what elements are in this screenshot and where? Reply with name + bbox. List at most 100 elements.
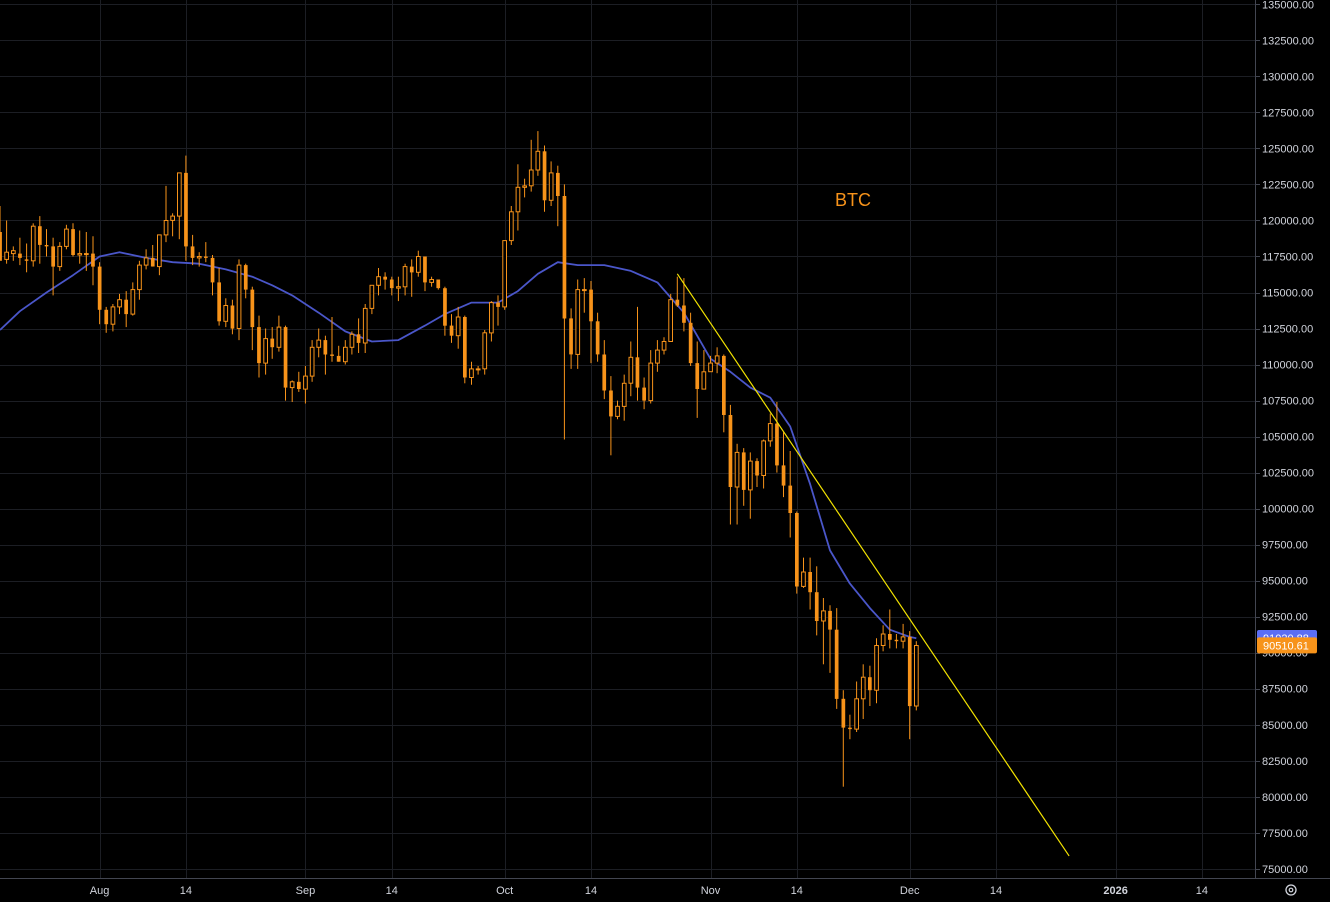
candle-body-up	[110, 306, 116, 325]
candle-body-down	[741, 452, 746, 490]
candle	[124, 291, 128, 328]
x-tick-label: 2026	[1103, 885, 1127, 897]
candle	[609, 376, 613, 456]
candle	[349, 331, 355, 355]
candle-body-up	[349, 333, 355, 348]
candle	[515, 164, 521, 231]
candle	[728, 404, 733, 525]
candle-body-down	[755, 461, 759, 476]
candle-body-up	[502, 240, 507, 308]
x-tick-label: Dec	[900, 885, 920, 897]
candle	[24, 243, 29, 273]
candle	[741, 448, 746, 506]
y-tick-label: 105000.00	[1262, 432, 1314, 444]
candle	[900, 623, 906, 649]
candle-body-down	[722, 355, 726, 415]
candle	[621, 374, 627, 421]
candle-body-down	[688, 322, 693, 364]
price-axis[interactable]: 75000.00 77500.00 80000.00 82500.00 85000.00…	[1256, 0, 1314, 876]
y-tick-label: 82500.00	[1262, 756, 1308, 768]
candle-body-up	[402, 266, 408, 288]
candle	[814, 566, 819, 636]
candle	[880, 625, 886, 652]
candle-body-down	[589, 289, 593, 322]
candle-body-up	[575, 289, 581, 355]
candle	[894, 634, 899, 649]
candle-body-down	[888, 634, 892, 640]
candle-body-down	[124, 299, 128, 315]
candle-body-up	[316, 339, 322, 348]
candle-body-down	[562, 196, 567, 319]
candle-body-up	[621, 382, 627, 407]
candle	[648, 350, 654, 404]
candle-body-up	[64, 228, 69, 247]
candle-body-down	[642, 387, 646, 401]
candle-body-down	[0, 232, 2, 261]
candle-body-up	[914, 645, 919, 707]
candle-body-down	[243, 265, 248, 290]
candle	[97, 262, 102, 325]
y-tick-label: 112500.00	[1262, 324, 1313, 336]
candle-body-up	[170, 215, 176, 221]
trendline	[676, 273, 1070, 857]
candle	[330, 317, 334, 362]
candle-body-down	[443, 288, 447, 326]
x-tick-label: Oct	[496, 885, 513, 897]
candle	[383, 272, 387, 290]
candle	[767, 413, 773, 447]
candle	[788, 451, 793, 538]
x-tick-label: 14	[386, 885, 398, 897]
candle-body-down	[217, 282, 221, 322]
candle	[0, 206, 2, 261]
candle-body-down	[602, 354, 607, 391]
candle	[263, 328, 268, 375]
time-axis[interactable]: Aug 14 Sep 14 Oct 14 Nov 14 Dec 14 2026 14	[90, 885, 1208, 897]
y-tick-label: 110000.00	[1262, 360, 1313, 372]
price-badge-label: 90510.61	[1263, 640, 1309, 652]
candle-body-up	[77, 253, 83, 256]
y-tick-label: 127500.00	[1262, 107, 1314, 119]
candle-body-up	[30, 225, 36, 262]
y-tick-label: 115000.00	[1262, 288, 1313, 300]
candle-body-up	[303, 375, 308, 390]
y-tick-label: 117500.00	[1262, 252, 1313, 264]
y-tick-label: 75000.00	[1262, 864, 1308, 876]
candle-body-up	[469, 368, 474, 378]
candle	[888, 609, 892, 649]
candle	[170, 213, 176, 237]
candle	[57, 242, 63, 271]
candle-body-down	[91, 253, 95, 267]
candle-body-down	[635, 357, 640, 388]
candle-body-down	[569, 318, 573, 355]
candle	[309, 340, 315, 382]
candle	[196, 252, 202, 267]
candle	[110, 304, 116, 332]
candle-body-down	[150, 257, 155, 267]
candle-body-up	[748, 460, 753, 491]
candle	[270, 327, 275, 359]
grid-lines	[0, 0, 1255, 878]
candle	[4, 220, 10, 264]
candle-body-up	[801, 571, 806, 587]
candle-body-up	[455, 316, 461, 337]
candle	[276, 315, 282, 352]
candle-body-up	[236, 264, 242, 330]
candle	[542, 145, 547, 212]
candle-body-up	[276, 326, 282, 348]
candle-body-up	[854, 698, 859, 730]
candle-body-up	[177, 172, 182, 217]
candle	[11, 246, 16, 261]
candle	[615, 400, 620, 420]
candle	[369, 284, 375, 315]
settings-gear-icon[interactable]	[1285, 884, 1297, 896]
candle	[748, 452, 753, 519]
candle-body-down	[383, 276, 387, 280]
candle	[854, 681, 859, 732]
candle-body-up	[489, 302, 494, 334]
candle-body-up	[582, 289, 587, 292]
y-tick-label: 95000.00	[1262, 576, 1308, 588]
candle-body-up	[223, 305, 229, 322]
candle	[860, 664, 866, 719]
candle-body-up	[57, 245, 63, 268]
